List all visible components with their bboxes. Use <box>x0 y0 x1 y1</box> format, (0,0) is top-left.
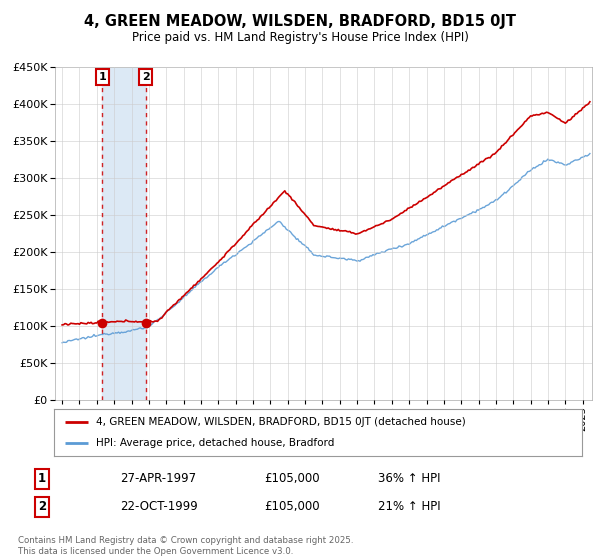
Text: 36% ↑ HPI: 36% ↑ HPI <box>378 472 440 486</box>
Text: HPI: Average price, detached house, Bradford: HPI: Average price, detached house, Brad… <box>96 438 335 448</box>
Bar <box>103 67 146 400</box>
Text: 2: 2 <box>38 500 46 514</box>
Text: £105,000: £105,000 <box>264 500 320 514</box>
Text: Contains HM Land Registry data © Crown copyright and database right 2025.
This d: Contains HM Land Registry data © Crown c… <box>18 536 353 556</box>
Text: 21% ↑ HPI: 21% ↑ HPI <box>378 500 440 514</box>
Text: £105,000: £105,000 <box>264 472 320 486</box>
Text: 27-APR-1997: 27-APR-1997 <box>120 472 196 486</box>
Text: 4, GREEN MEADOW, WILSDEN, BRADFORD, BD15 0JT: 4, GREEN MEADOW, WILSDEN, BRADFORD, BD15… <box>84 14 516 29</box>
Text: 1: 1 <box>98 72 106 82</box>
Text: 22-OCT-1999: 22-OCT-1999 <box>120 500 198 514</box>
Text: 4, GREEN MEADOW, WILSDEN, BRADFORD, BD15 0JT (detached house): 4, GREEN MEADOW, WILSDEN, BRADFORD, BD15… <box>96 417 466 427</box>
Text: 2: 2 <box>142 72 149 82</box>
Text: Price paid vs. HM Land Registry's House Price Index (HPI): Price paid vs. HM Land Registry's House … <box>131 31 469 44</box>
Text: 1: 1 <box>38 472 46 486</box>
